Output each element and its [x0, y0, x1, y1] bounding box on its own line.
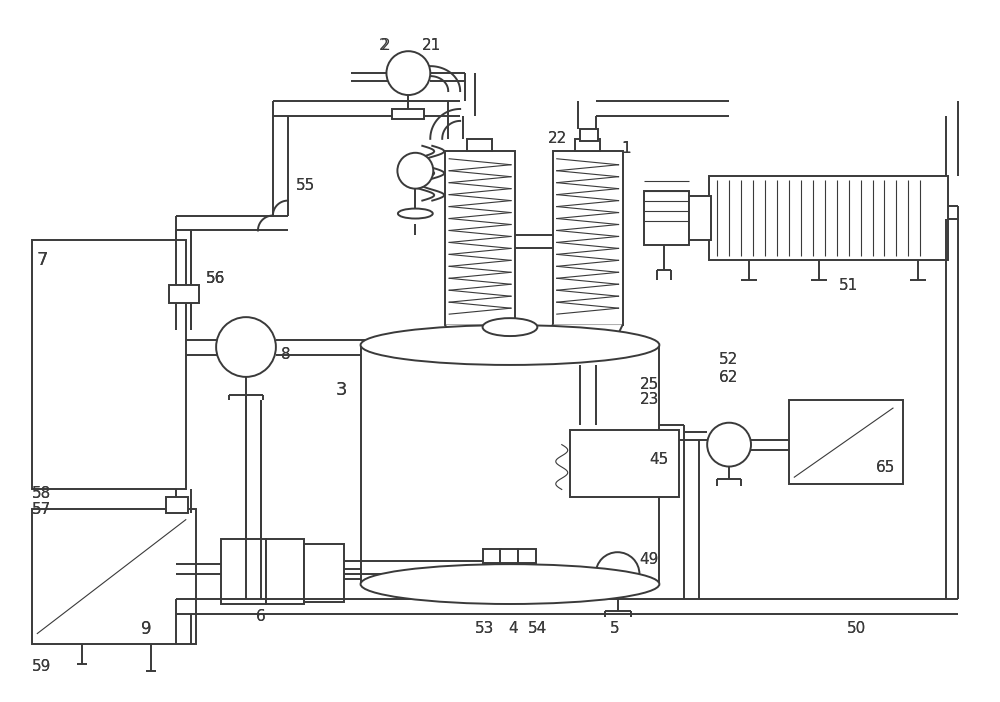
Bar [32, 510, 196, 644]
Text: 56: 56 [206, 271, 226, 286]
Text: 53: 53 [475, 621, 494, 637]
Bar [570, 430, 679, 498]
Text: 1: 1 [622, 141, 631, 157]
Text: 7: 7 [37, 251, 48, 270]
Text: 45: 45 [649, 452, 669, 467]
Text: 23: 23 [639, 392, 659, 407]
Bar [553, 151, 623, 325]
Text: 53: 53 [475, 621, 494, 637]
Text: 54: 54 [528, 621, 547, 637]
Bar [304, 544, 344, 602]
Text: 3: 3 [336, 381, 347, 399]
Text: 52: 52 [719, 352, 738, 367]
Bar [500, 549, 518, 563]
Text: 49: 49 [639, 552, 659, 567]
Text: 57: 57 [32, 502, 51, 517]
Text: 51: 51 [839, 278, 858, 293]
Polygon shape [553, 325, 623, 380]
Bar [483, 549, 501, 563]
Text: 8: 8 [281, 347, 290, 362]
Text: 6: 6 [256, 609, 266, 625]
Text: 9: 9 [141, 620, 152, 638]
Text: 45: 45 [649, 452, 669, 467]
Bar [32, 241, 186, 489]
Bar [709, 176, 948, 260]
Text: 56: 56 [206, 271, 226, 286]
Text: 58: 58 [32, 486, 51, 501]
Text: 8: 8 [281, 347, 290, 362]
Text: 2: 2 [378, 38, 388, 53]
Text: 9: 9 [141, 620, 152, 638]
Bar [518, 549, 536, 563]
Text: 65: 65 [876, 460, 895, 475]
Bar [166, 498, 188, 513]
Text: 5: 5 [610, 621, 619, 637]
Bar [445, 151, 515, 325]
Bar [467, 139, 492, 151]
Text: 25: 25 [639, 378, 659, 392]
Text: 65: 65 [876, 460, 895, 475]
Text: 22: 22 [548, 131, 567, 146]
Circle shape [397, 153, 433, 189]
Text: 55: 55 [296, 178, 315, 193]
Text: 62: 62 [719, 371, 739, 385]
Text: 57: 57 [32, 502, 51, 517]
Text: 6: 6 [256, 609, 266, 625]
Text: 59: 59 [32, 659, 51, 674]
Text: 4: 4 [508, 621, 518, 637]
Text: 49: 49 [639, 552, 659, 567]
Ellipse shape [361, 564, 659, 604]
Polygon shape [445, 325, 515, 380]
Ellipse shape [483, 318, 537, 336]
Bar [575, 139, 600, 151]
Text: 23: 23 [639, 392, 659, 407]
Text: 50: 50 [847, 621, 866, 637]
Text: 7: 7 [37, 251, 48, 270]
Text: 1: 1 [622, 141, 631, 157]
Text: 2: 2 [380, 38, 390, 53]
Bar [266, 539, 304, 604]
Text: 52: 52 [719, 352, 738, 367]
Circle shape [707, 423, 751, 467]
Bar [221, 539, 266, 604]
Bar [689, 196, 711, 241]
Text: 54: 54 [528, 621, 547, 637]
Text: 25: 25 [639, 378, 659, 392]
Text: 5: 5 [610, 621, 619, 637]
Ellipse shape [398, 208, 433, 218]
Circle shape [216, 317, 276, 377]
Text: 50: 50 [847, 621, 866, 637]
Text: 22: 22 [548, 131, 567, 146]
Bar [361, 345, 659, 584]
Circle shape [386, 51, 430, 95]
Bar [580, 129, 598, 141]
Text: 21: 21 [422, 38, 442, 53]
Text: 59: 59 [32, 659, 51, 674]
Circle shape [596, 552, 639, 596]
Text: 3: 3 [336, 381, 347, 399]
Bar [789, 400, 903, 484]
Text: 21: 21 [422, 38, 442, 53]
Bar [169, 285, 199, 303]
Text: 51: 51 [839, 278, 858, 293]
Text: 58: 58 [32, 486, 51, 501]
Text: 62: 62 [719, 371, 739, 385]
Bar [392, 109, 424, 119]
Text: 55: 55 [296, 178, 315, 193]
Text: 4: 4 [508, 621, 518, 637]
Bar [644, 191, 689, 246]
Text: 56: 56 [206, 271, 226, 286]
Ellipse shape [361, 325, 659, 365]
Bar [490, 400, 525, 432]
